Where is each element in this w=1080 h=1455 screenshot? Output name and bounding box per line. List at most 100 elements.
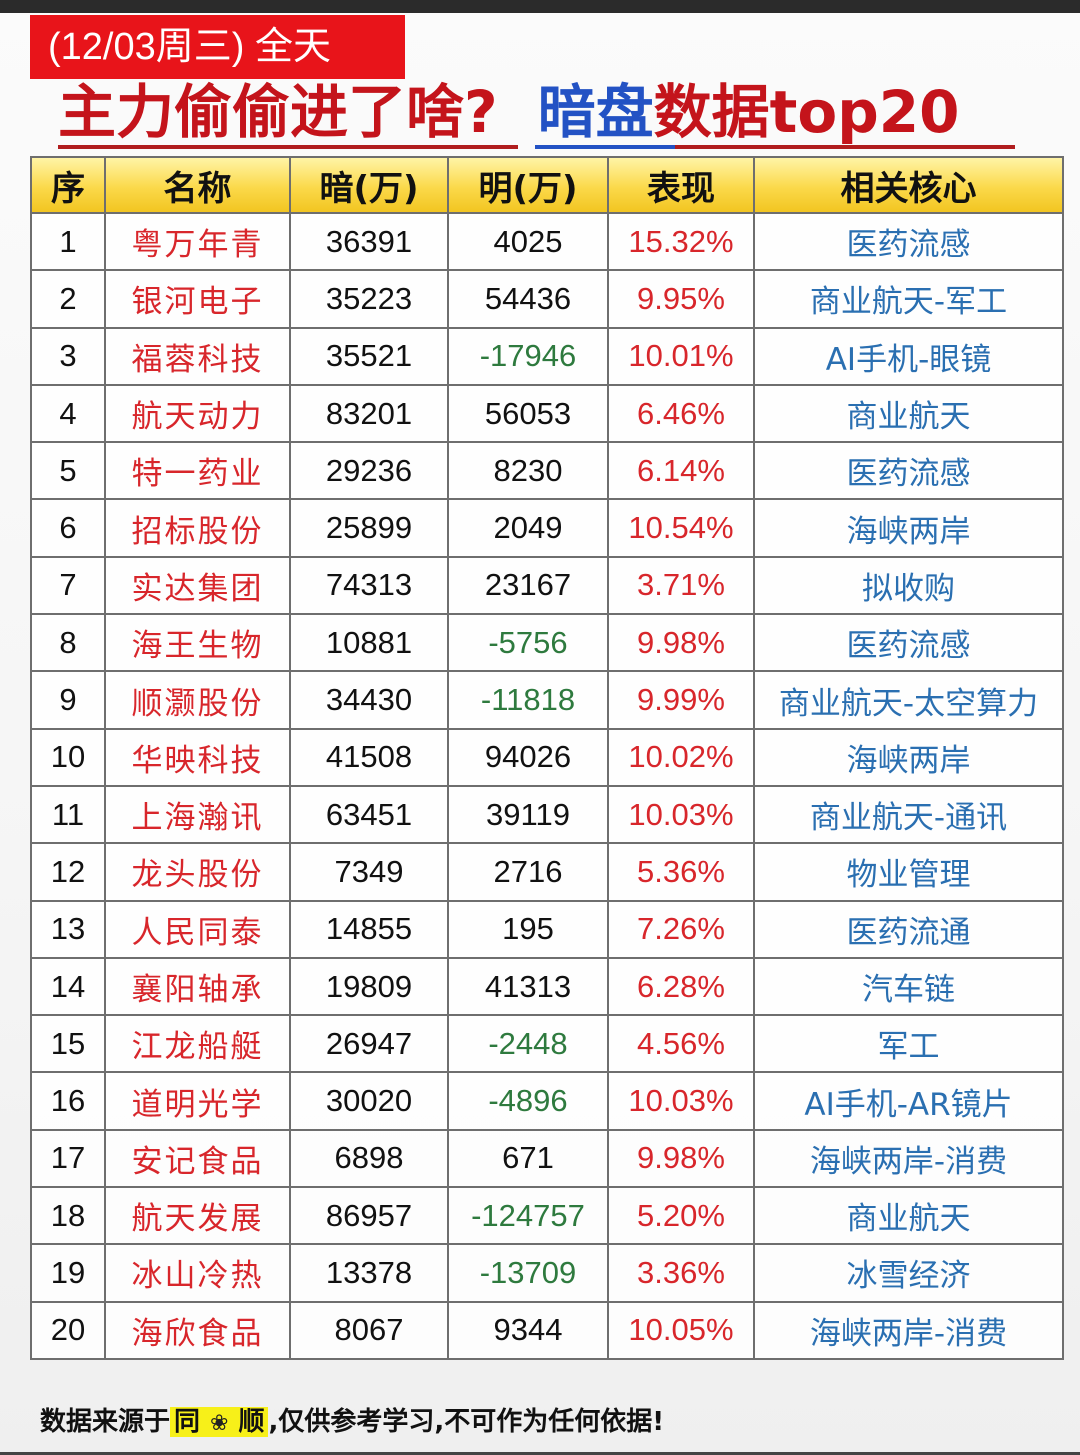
performance: 5.36% [607, 842, 755, 902]
stock-name: 银河电子 [104, 269, 291, 329]
top-bar [0, 0, 1080, 13]
related-core: 商业航天 [753, 1186, 1064, 1246]
title-dark-pool: 暗盘 [537, 78, 654, 146]
disclaimer: 数据来源于同 ❀ 顺 ,仅供参考学习,不可作为任何依据! [40, 1402, 664, 1442]
table-row: 14 襄阳轴承 19809 41313 6.28% 汽车链 [30, 956, 1064, 1017]
lit-amount: -13709 [447, 1243, 609, 1303]
dark-amount: 74313 [289, 555, 449, 616]
flower-icon: ❀ [210, 1411, 229, 1436]
stock-name: 海王生物 [104, 613, 291, 673]
performance: 3.71% [607, 555, 755, 616]
table-row: 1 粤万年青 36391 4025 15.32% 医药流感 [30, 211, 1064, 272]
dark-amount: 63451 [289, 784, 449, 845]
related-core: AI手机-眼镜 [753, 326, 1064, 386]
performance: 10.02% [607, 727, 755, 787]
performance: 9.95% [607, 269, 755, 329]
performance: 10.01% [607, 326, 755, 386]
row-index: 15 [30, 1014, 106, 1074]
stock-name: 顺灏股份 [104, 670, 291, 730]
title-underline [58, 145, 518, 149]
table-row: 8 海王生物 10881 -5756 9.98% 医药流感 [30, 613, 1064, 673]
lit-amount: 23167 [447, 555, 609, 616]
related-core: 海峡两岸-消费 [753, 1300, 1064, 1360]
row-index: 9 [30, 670, 106, 730]
related-core: 医药流感 [753, 441, 1064, 501]
col-header-core: 相关核心 [753, 156, 1064, 214]
performance: 5.20% [607, 1186, 755, 1246]
stock-name: 特一药业 [104, 441, 291, 501]
stock-name: 人民同泰 [104, 899, 291, 959]
lit-amount: -124757 [447, 1186, 609, 1246]
lit-amount: 41313 [447, 956, 609, 1017]
lit-amount: 8230 [447, 441, 609, 501]
dark-pool-table: 序 名称 暗(万) 明(万) 表现 相关核心 1 粤万年青 36391 4025 15.… [30, 156, 1064, 1360]
performance: 10.54% [607, 498, 755, 558]
dark-amount: 13378 [289, 1243, 449, 1303]
lit-amount: -2448 [447, 1014, 609, 1074]
stock-name: 福蓉科技 [104, 326, 291, 386]
performance: 10.03% [607, 784, 755, 845]
row-index: 1 [30, 211, 106, 272]
performance: 9.98% [607, 613, 755, 673]
table-row: 11 上海瀚讯 63451 39119 10.03% 商业航天-通讯 [30, 784, 1064, 845]
row-index: 13 [30, 899, 106, 959]
col-header-lit: 明(万) [447, 156, 609, 214]
disclaimer-suffix: ,仅供参考学习,不可作为任何依据! [268, 1407, 665, 1437]
lit-amount: 671 [447, 1128, 609, 1189]
related-core: 海峡两岸-消费 [753, 1128, 1064, 1189]
related-core: 商业航天-军工 [753, 269, 1064, 329]
related-core: 医药流通 [753, 899, 1064, 959]
lit-amount: -4896 [447, 1071, 609, 1131]
dark-amount: 25899 [289, 498, 449, 558]
performance: 3.36% [607, 1243, 755, 1303]
dark-amount: 41508 [289, 727, 449, 787]
performance: 7.26% [607, 899, 755, 959]
lit-amount: 4025 [447, 211, 609, 272]
col-header-dark: 暗(万) [289, 156, 449, 214]
row-index: 20 [30, 1300, 106, 1360]
lit-amount: 9344 [447, 1300, 609, 1360]
stock-name: 襄阳轴承 [104, 956, 291, 1017]
row-index: 19 [30, 1243, 106, 1303]
row-index: 8 [30, 613, 106, 673]
row-index: 11 [30, 784, 106, 845]
stock-name: 龙头股份 [104, 842, 291, 902]
related-core: 海峡两岸 [753, 498, 1064, 558]
stock-name: 航天动力 [104, 383, 291, 444]
lit-amount: -5756 [447, 613, 609, 673]
dark-amount: 19809 [289, 956, 449, 1017]
source-highlight: 同 ❀ 顺 [170, 1407, 269, 1437]
stock-name: 招标股份 [104, 498, 291, 558]
dark-amount: 34430 [289, 670, 449, 730]
lit-amount: 2049 [447, 498, 609, 558]
stock-name: 上海瀚讯 [104, 784, 291, 845]
stock-name: 江龙船艇 [104, 1014, 291, 1074]
dark-amount: 35521 [289, 326, 449, 386]
row-index: 4 [30, 383, 106, 444]
stock-name: 安记食品 [104, 1128, 291, 1189]
title-underline [675, 145, 1015, 149]
lit-amount: -17946 [447, 326, 609, 386]
table-row: 6 招标股份 25899 2049 10.54% 海峡两岸 [30, 498, 1064, 558]
stock-name: 冰山冷热 [104, 1243, 291, 1303]
disclaimer-prefix: 数据来源于 [40, 1407, 171, 1437]
table-row: 2 银河电子 35223 54436 9.95% 商业航天-军工 [30, 269, 1064, 329]
lit-amount: 54436 [447, 269, 609, 329]
lit-amount: 56053 [447, 383, 609, 444]
row-index: 2 [30, 269, 106, 329]
row-index: 7 [30, 555, 106, 616]
related-core: AI手机-AR镜片 [753, 1071, 1064, 1131]
table-header-row: 序 名称 暗(万) 明(万) 表现 相关核心 [30, 156, 1064, 214]
related-core: 拟收购 [753, 555, 1064, 616]
related-core: 商业航天-太空算力 [753, 670, 1064, 730]
table-row: 10 华映科技 41508 94026 10.02% 海峡两岸 [30, 727, 1064, 787]
table-row: 4 航天动力 83201 56053 6.46% 商业航天 [30, 383, 1064, 444]
dark-amount: 35223 [289, 269, 449, 329]
table-row: 15 江龙船艇 26947 -2448 4.56% 军工 [30, 1014, 1064, 1074]
stock-name: 粤万年青 [104, 211, 291, 272]
dark-amount: 7349 [289, 842, 449, 902]
lit-amount: 2716 [447, 842, 609, 902]
table-row: 17 安记食品 6898 671 9.98% 海峡两岸-消费 [30, 1128, 1064, 1189]
table-row: 9 顺灏股份 34430 -11818 9.99% 商业航天-太空算力 [30, 670, 1064, 730]
page-title: 主力偷偷进了啥? 暗盘数据top20 [58, 76, 959, 148]
